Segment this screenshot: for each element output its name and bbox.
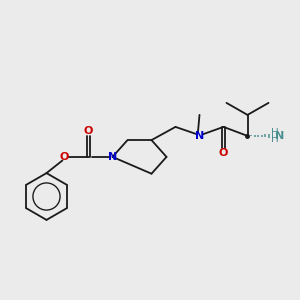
- Text: N: N: [275, 131, 284, 141]
- Text: O: O: [219, 148, 228, 158]
- Text: N: N: [108, 152, 117, 162]
- Text: H: H: [272, 134, 279, 145]
- Text: H: H: [272, 128, 279, 138]
- Text: N: N: [195, 131, 204, 141]
- Text: O: O: [84, 125, 93, 136]
- Text: O: O: [60, 152, 69, 162]
